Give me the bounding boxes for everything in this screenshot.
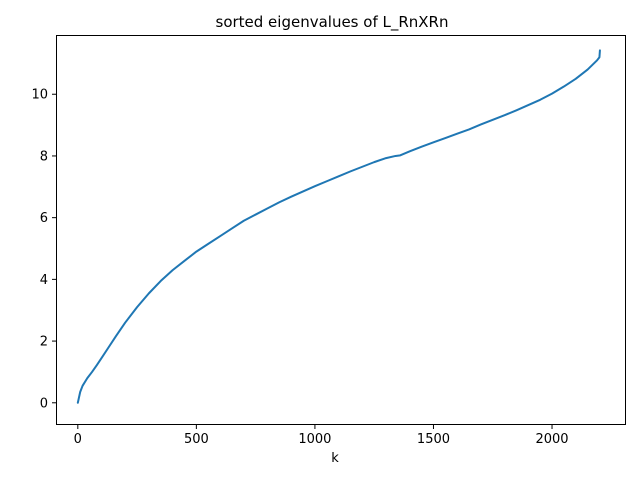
x-tick-label: 500 [184,432,209,447]
x-axis-ticks: 0 500 1000 1500 2000 [74,425,569,447]
y-tick-label: 0 [40,396,48,411]
y-tick-label: 6 [40,211,48,226]
y-tick-label: 10 [31,88,48,103]
y-axis-ticks: 0 2 4 6 8 10 [31,88,56,411]
y-tick-label: 8 [40,149,48,164]
series-line-0 [76,49,601,404]
x-tick-label: 2000 [535,432,568,447]
y-tick-label: 4 [40,273,48,288]
y-tick-label: 2 [40,335,48,350]
x-tick-label: 0 [74,432,82,447]
chart-title: sorted eigenvalues of L_RnXRn [216,13,449,32]
x-tick-label: 1500 [417,432,450,447]
x-axis-label: k [331,451,339,466]
axes-frame [56,35,626,425]
x-tick-label: 1000 [298,432,331,447]
plot-area [76,49,601,404]
